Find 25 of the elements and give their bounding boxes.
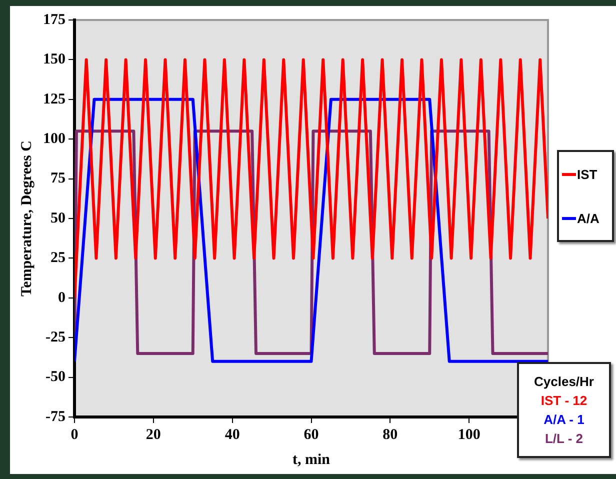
y-tick-label: -75 xyxy=(46,408,66,425)
legend-label: IST xyxy=(577,166,598,182)
y-tick-label: 100 xyxy=(43,130,66,147)
x-tick-label: 0 xyxy=(70,426,78,443)
y-tick-label: 75 xyxy=(50,170,66,187)
annotation: A/A - 1 xyxy=(542,411,586,429)
y-tick-label: 25 xyxy=(50,250,66,266)
y-tick-label: -25 xyxy=(46,329,66,346)
x-axis-title: t, min xyxy=(292,452,331,468)
y-tick-label: 0 xyxy=(58,290,66,306)
x-tick-label: 80 xyxy=(382,426,398,443)
legend-label: A/A xyxy=(577,210,600,226)
annotation: Cycles/Hr xyxy=(533,373,595,391)
y-tick-label: -50 xyxy=(46,369,66,386)
annotation: IST - 12 xyxy=(540,392,588,410)
y-tick-label: 125 xyxy=(43,91,66,108)
y-tick-label: 150 xyxy=(43,52,66,68)
text: L/L - 2 xyxy=(544,430,584,448)
x-tick-label: 60 xyxy=(304,426,319,443)
x-tick-label: 20 xyxy=(146,426,161,443)
y-tick-label: 175 xyxy=(43,12,66,28)
x-tick-label: 40 xyxy=(224,426,240,443)
y-axis-title: Temperature, Degrees C xyxy=(18,140,35,296)
y-tick-label: 50 xyxy=(50,210,66,226)
x-tick-label: 100 xyxy=(458,426,480,443)
